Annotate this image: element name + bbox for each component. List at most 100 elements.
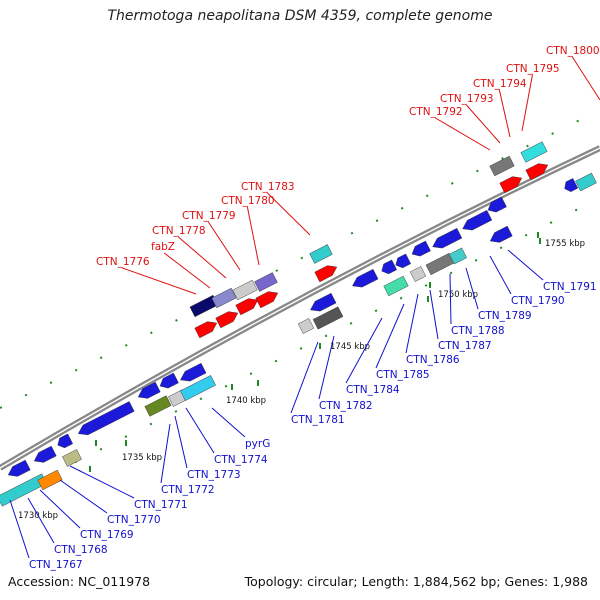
- bottom-label-leader: [211, 407, 246, 438]
- reverse-gene-block: [312, 306, 344, 330]
- forward-gene-block: [309, 244, 333, 264]
- forward-gene-block: [232, 279, 258, 301]
- bottom-label-leader: [489, 255, 512, 295]
- position-label: 1750 kbp: [438, 290, 478, 300]
- forward-gene-block: [489, 155, 515, 177]
- accession-text: Accession: NC_011978: [8, 574, 151, 589]
- top-label-leader: [435, 117, 491, 151]
- reverse-gene-arrow: [137, 381, 161, 399]
- forward-gene-block: [564, 178, 579, 192]
- reverse-gene-block: [144, 395, 172, 417]
- bottom-label-leader: [345, 317, 383, 384]
- bottom-label-leader: [318, 335, 335, 400]
- tick-row-2: [0, 197, 600, 501]
- top-gene-label: CTN_1795: [506, 63, 560, 75]
- reverse-gene-block: [180, 375, 216, 401]
- top-label-leader: [571, 56, 600, 101]
- forward-gene-arrow: [215, 311, 239, 329]
- forward-gene-arrow: [525, 163, 549, 181]
- bottom-gene-label: CTN_1788: [451, 325, 505, 337]
- genome-backbone-highlight: [0, 147, 600, 469]
- forward-gene-arrow: [194, 321, 218, 339]
- bottom-gene-label: CTN_1772: [161, 484, 215, 496]
- forward-gene-arrow: [235, 298, 259, 316]
- reverse-gene-arrow: [7, 459, 31, 477]
- top-gene-label: CTN_1779: [182, 210, 236, 222]
- top-gene-label: CTN_1793: [440, 93, 494, 105]
- reverse-gene-arrow: [33, 445, 57, 463]
- bottom-label-leader: [9, 499, 30, 559]
- reverse-gene-block: [448, 247, 468, 265]
- top-gene-label: CTN_1800: [546, 45, 600, 57]
- bottom-gene-label: CTN_1787: [438, 340, 492, 352]
- bottom-label-leader: [429, 289, 439, 340]
- reverse-gene-arrow: [381, 259, 398, 275]
- forward-gene-block: [254, 272, 278, 292]
- reverse-gene-block: [62, 449, 82, 467]
- bottom-label-leader: [69, 465, 135, 499]
- bottom-gene-label: CTN_1782: [319, 400, 373, 412]
- reverse-gene-arrow: [487, 196, 507, 213]
- bottom-gene-label: CTN_1771: [134, 499, 188, 511]
- tick-row-1: [0, 109, 600, 409]
- bottom-label-leader: [449, 273, 452, 325]
- bottom-gene-label: CTN_1768: [54, 544, 108, 556]
- reverse-gene-arrow: [180, 362, 207, 382]
- reverse-gene-block: [425, 252, 455, 276]
- bottom-gene-label: CTN_1786: [406, 354, 460, 366]
- forward-gene-block: [575, 172, 597, 192]
- bottom-label-leader: [507, 249, 544, 281]
- position-label: 1745 kbp: [330, 342, 370, 352]
- map-title: Thermotoga neapolitana DSM 4359, complet…: [107, 8, 493, 24]
- reverse-gene-arrow: [159, 372, 179, 389]
- reverse-gene-arrow: [411, 240, 431, 257]
- reverse-gene-arrow: [310, 292, 337, 312]
- bottom-gene-label: CTN_1789: [478, 310, 532, 322]
- reverse-gene-arrow: [77, 401, 135, 436]
- reverse-gene-block: [37, 469, 63, 491]
- position-label: 1740 kbp: [226, 396, 266, 406]
- bottom-gene-label: CTN_1773: [187, 469, 241, 481]
- bottom-label-leader: [375, 303, 405, 369]
- bottom-gene-label: CTN_1770: [107, 514, 161, 526]
- top-label-leader: [122, 267, 197, 295]
- bottom-label-leader: [185, 407, 215, 454]
- top-gene-label: CTN_1794: [473, 78, 527, 90]
- bottom-gene-label: CTN_1791: [543, 281, 597, 293]
- top-label-leader: [466, 104, 501, 144]
- bottom-label-leader: [290, 341, 319, 414]
- top-label-leader: [267, 192, 311, 236]
- top-label-leader: [163, 252, 211, 289]
- top-label-leader: [521, 74, 533, 132]
- reverse-gene-arrow: [432, 228, 463, 249]
- forward-gene-block: [520, 141, 548, 163]
- reverse-gene-block: [0, 473, 48, 507]
- bottom-label-leader: [39, 489, 81, 529]
- bottom-gene-label: CTN_1781: [291, 414, 345, 426]
- top-label-leader: [178, 236, 227, 279]
- top-gene-label: CTN_1792: [409, 106, 463, 118]
- top-gene-label: CTN_1776: [96, 256, 150, 268]
- reverse-gene-arrow: [57, 433, 74, 449]
- bottom-label-leader: [27, 497, 55, 544]
- forward-gene-arrow: [499, 176, 523, 194]
- reverse-gene-arrow: [489, 225, 513, 243]
- bottom-label-leader: [160, 423, 171, 484]
- bottom-label-leader: [405, 293, 419, 354]
- reverse-gene-block: [297, 318, 315, 334]
- forward-gene-arrow: [314, 265, 338, 283]
- bottom-gene-label: CTN_1790: [511, 295, 565, 307]
- reverse-gene-block: [383, 275, 409, 297]
- reverse-gene-arrow: [352, 268, 379, 288]
- reverse-gene-arrow: [395, 253, 412, 269]
- bottom-label-leader: [59, 479, 108, 514]
- bottom-label-leader: [465, 267, 479, 310]
- position-label: 1755 kbp: [545, 239, 585, 249]
- position-label: 1735 kbp: [122, 453, 162, 463]
- top-gene-label: fabZ: [151, 241, 175, 253]
- bottom-gene-label: CTN_1769: [80, 529, 134, 541]
- reverse-gene-block: [409, 266, 427, 282]
- top-label-leader: [246, 206, 260, 266]
- reverse-gene-arrow: [462, 210, 493, 231]
